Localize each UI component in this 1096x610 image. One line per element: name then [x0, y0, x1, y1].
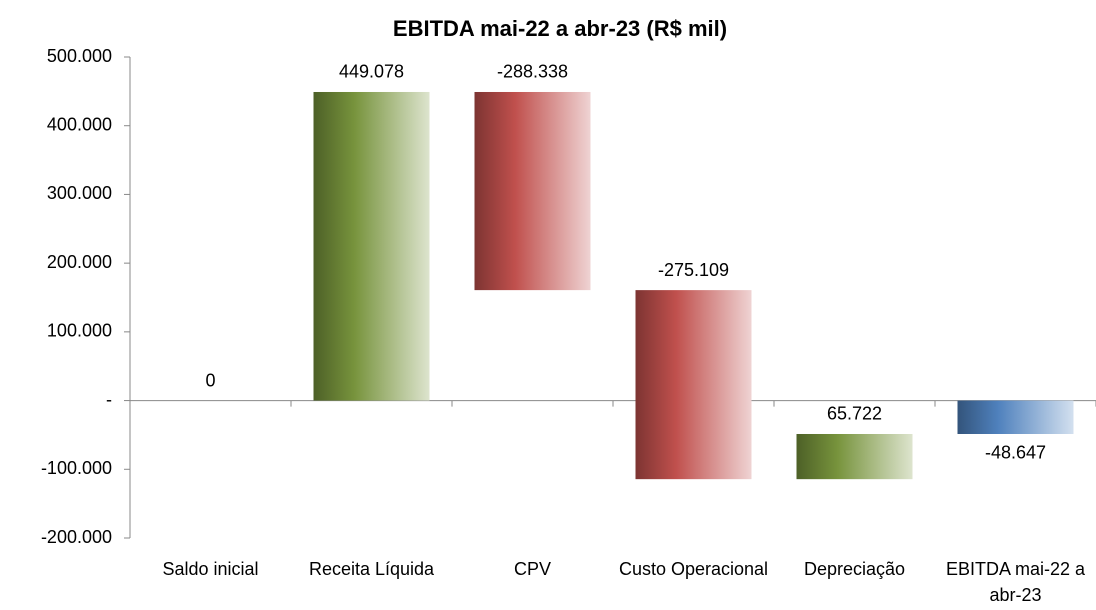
y-tick-label: 500.000 [47, 46, 112, 66]
bar [474, 91, 591, 291]
bar [957, 400, 1074, 434]
y-tick-label: -100.000 [41, 458, 112, 478]
value-label: -288.338 [497, 62, 568, 82]
x-tick-label: Receita Líquida [308, 559, 435, 579]
x-tick-label: CPV [513, 559, 551, 579]
x-tick-label: EBITDA mai-22 a abr-23 [945, 559, 1086, 605]
y-tick-label: 100.000 [47, 321, 112, 341]
x-tick-label: Depreciação [803, 559, 906, 579]
value-label: 0 [205, 370, 215, 390]
value-label: 449.078 [339, 62, 404, 82]
value-label: 65.722 [827, 404, 882, 424]
y-tick-label: 400.000 [47, 114, 112, 134]
x-tick-label: Custo Operacional [618, 559, 769, 579]
y-tick-label: 300.000 [47, 183, 112, 203]
chart-title: EBITDA mai-22 a abr-23 (R$ mil) [393, 16, 727, 41]
y-tick-label: 200.000 [47, 252, 112, 272]
bar [635, 290, 752, 480]
y-tick-label: - [106, 389, 112, 409]
value-label: -275.109 [658, 260, 729, 280]
value-label: -48.647 [985, 443, 1046, 463]
x-tick-label: Saldo inicial [162, 559, 259, 579]
bar [313, 91, 430, 401]
y-tick-label: -200.000 [41, 527, 112, 547]
bar [796, 433, 913, 480]
